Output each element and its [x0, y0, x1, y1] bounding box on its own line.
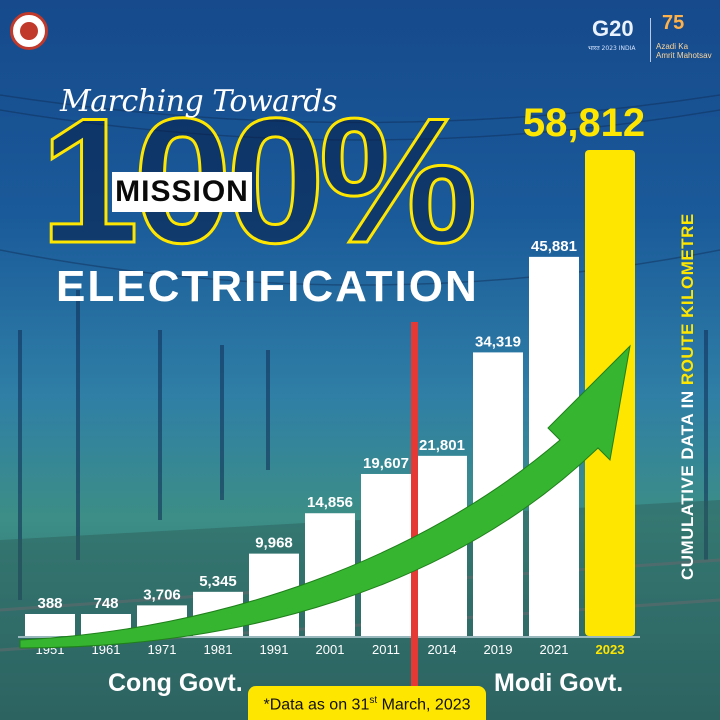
electrification-title: ELECTRIFICATION: [56, 262, 479, 311]
era-divider: [411, 322, 418, 720]
value-label-1991: 9,968: [255, 535, 293, 552]
tick-label-2014: 2014: [428, 642, 457, 657]
y-axis-label-part2: ROUTE KILOMETRE: [678, 213, 697, 386]
era-label-right: Modi Govt.: [494, 669, 624, 697]
bar-1951: [25, 614, 75, 636]
tick-label-1981: 1981: [204, 642, 233, 657]
value-label-2001: 14,856: [307, 494, 353, 511]
marching-towards-text: Marching Towards: [60, 84, 337, 119]
footnote: *Data as on 31st March, 2023: [248, 686, 486, 720]
value-label-2023: 58,812: [523, 101, 645, 145]
value-label-1971: 3,706: [143, 586, 181, 603]
logo-divider: [650, 18, 651, 62]
azadi-number: 75: [662, 12, 685, 34]
g20-subtext: भारत 2023 INDIA: [588, 45, 636, 52]
trend-arrow: [19, 344, 631, 649]
value-label-2014: 21,801: [419, 437, 465, 454]
value-label-1951: 388: [37, 595, 62, 612]
hundred-percent-text: 100%: [38, 81, 478, 280]
era-label-left: Cong Govt.: [108, 669, 243, 697]
g20-azadi-logos: G20 भारत 2023 INDIA 75 Azadi Ka Amrit Ma…: [582, 12, 712, 64]
azadi-text: Azadi Ka Amrit Mahotsav: [656, 42, 712, 60]
tick-label-2019: 2019: [484, 642, 513, 657]
tick-label-1971: 1971: [148, 642, 177, 657]
y-axis-label: CUMULATIVE DATA IN ROUTE KILOMETRE: [678, 213, 698, 580]
g20-logo-text: G20: [592, 16, 634, 41]
tick-label-2011: 2011: [372, 642, 400, 657]
tick-label-1991: 1991: [260, 642, 289, 657]
value-label-1961: 748: [93, 595, 118, 612]
indian-railways-emblem-icon: [10, 12, 48, 50]
value-label-1981: 5,345: [199, 573, 237, 590]
tick-label-2021: 2021: [540, 642, 569, 657]
value-label-2011: 19,607: [363, 455, 409, 472]
value-label-2019: 34,319: [475, 333, 521, 350]
tick-label-2001: 2001: [316, 642, 345, 657]
tick-label-2023: 2023: [596, 642, 625, 657]
value-label-2021: 45,881: [531, 238, 577, 255]
mission-badge: MISSION: [112, 172, 252, 212]
y-axis-label-part1: CUMULATIVE DATA IN: [678, 390, 697, 580]
